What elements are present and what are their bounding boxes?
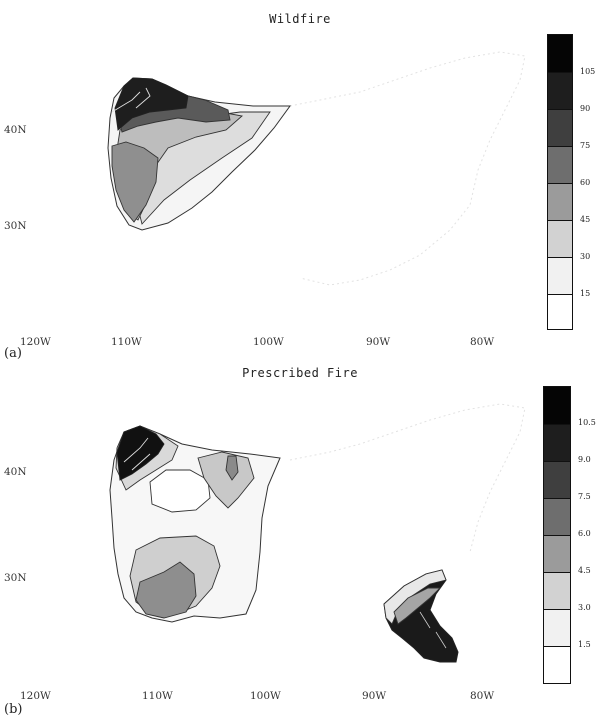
lat-label: 40N bbox=[4, 124, 27, 136]
colorbar-swatch bbox=[548, 294, 572, 329]
colorbar-swatch bbox=[544, 646, 570, 683]
colorbar-swatch bbox=[544, 461, 570, 498]
lon-label: 90W bbox=[366, 336, 391, 348]
colorbar-swatch bbox=[544, 498, 570, 535]
colorbar-wildfire bbox=[547, 34, 573, 330]
colorbar-swatch bbox=[548, 257, 572, 294]
colorbar-swatch bbox=[544, 535, 570, 572]
colorbar-tick: 1.5 bbox=[578, 640, 591, 649]
panel-label: (b) bbox=[4, 702, 23, 717]
colorbar-tick: 4.5 bbox=[578, 566, 591, 575]
colorbar-swatch bbox=[544, 572, 570, 609]
lon-label: 110W bbox=[111, 336, 142, 348]
contour-90 bbox=[114, 77, 189, 131]
lon-label: 120W bbox=[20, 336, 51, 348]
colorbar-tick: 7.5 bbox=[578, 492, 591, 501]
colorbar-tick: 9.0 bbox=[578, 455, 591, 464]
colorbar-tick: 15 bbox=[580, 289, 591, 298]
contour-45 bbox=[197, 451, 255, 509]
lon-label: 100W bbox=[250, 690, 281, 702]
colorbar-tick: 45 bbox=[580, 215, 591, 224]
contour-45b bbox=[135, 561, 197, 619]
contour-high bbox=[116, 425, 165, 481]
southeast-contour-low bbox=[383, 569, 447, 625]
contour-lines bbox=[111, 87, 151, 113]
lon-label: 80W bbox=[470, 336, 495, 348]
contour-45 bbox=[111, 141, 159, 223]
colorbar-swatch bbox=[548, 220, 572, 257]
lon-label: 110W bbox=[142, 690, 173, 702]
colorbar-swatch bbox=[548, 72, 572, 109]
lon-label: 80W bbox=[470, 690, 495, 702]
colorbar-prescribed-fire bbox=[543, 386, 571, 684]
faint-basemap bbox=[289, 51, 526, 286]
map-wildfire bbox=[107, 51, 526, 286]
panel-title: Wildfire bbox=[269, 12, 331, 26]
lat-label: 30N bbox=[4, 572, 27, 584]
contour-low bbox=[149, 469, 211, 513]
colorbar-swatch bbox=[544, 609, 570, 646]
colorbar-swatch bbox=[548, 35, 572, 72]
colorbar-swatch bbox=[548, 109, 572, 146]
colorbar-tick: 3.0 bbox=[578, 603, 591, 612]
panel-label: (a) bbox=[4, 346, 22, 361]
colorbar-tick: 10.5 bbox=[578, 418, 596, 427]
colorbar-tick: 6.0 bbox=[578, 529, 591, 538]
lon-label: 90W bbox=[362, 690, 387, 702]
contour-lines bbox=[123, 437, 151, 471]
colorbar-tick: 105 bbox=[580, 67, 596, 76]
colorbar-swatch bbox=[548, 183, 572, 220]
faint-basemap bbox=[289, 403, 526, 553]
southeast-contour-mid bbox=[393, 587, 442, 625]
lon-label: 100W bbox=[253, 336, 284, 348]
lat-label: 30N bbox=[4, 220, 27, 232]
colorbar-swatch bbox=[544, 424, 570, 461]
contour-60 bbox=[225, 455, 239, 481]
panel-wildfire: Wildfire 40N 30N (a) 120W 110W 100W 90W … bbox=[4, 12, 596, 361]
colorbar-tick: 75 bbox=[580, 141, 591, 150]
colorbar-tick: 30 bbox=[580, 252, 591, 261]
colorbar-tick: 60 bbox=[580, 178, 591, 187]
lat-label: 40N bbox=[4, 466, 27, 478]
southeast-contour-lines bbox=[419, 611, 447, 649]
colorbar-swatch bbox=[548, 146, 572, 183]
lon-label: 120W bbox=[20, 690, 51, 702]
panel-title: Prescribed Fire bbox=[242, 366, 358, 380]
map-prescribed-fire bbox=[109, 403, 526, 663]
colorbar-tick: 90 bbox=[580, 104, 591, 113]
panel-prescribed-fire: Prescribed Fire 40N 30N (b) 120W 110W 10… bbox=[0, 362, 600, 719]
colorbar-swatch bbox=[544, 387, 570, 424]
